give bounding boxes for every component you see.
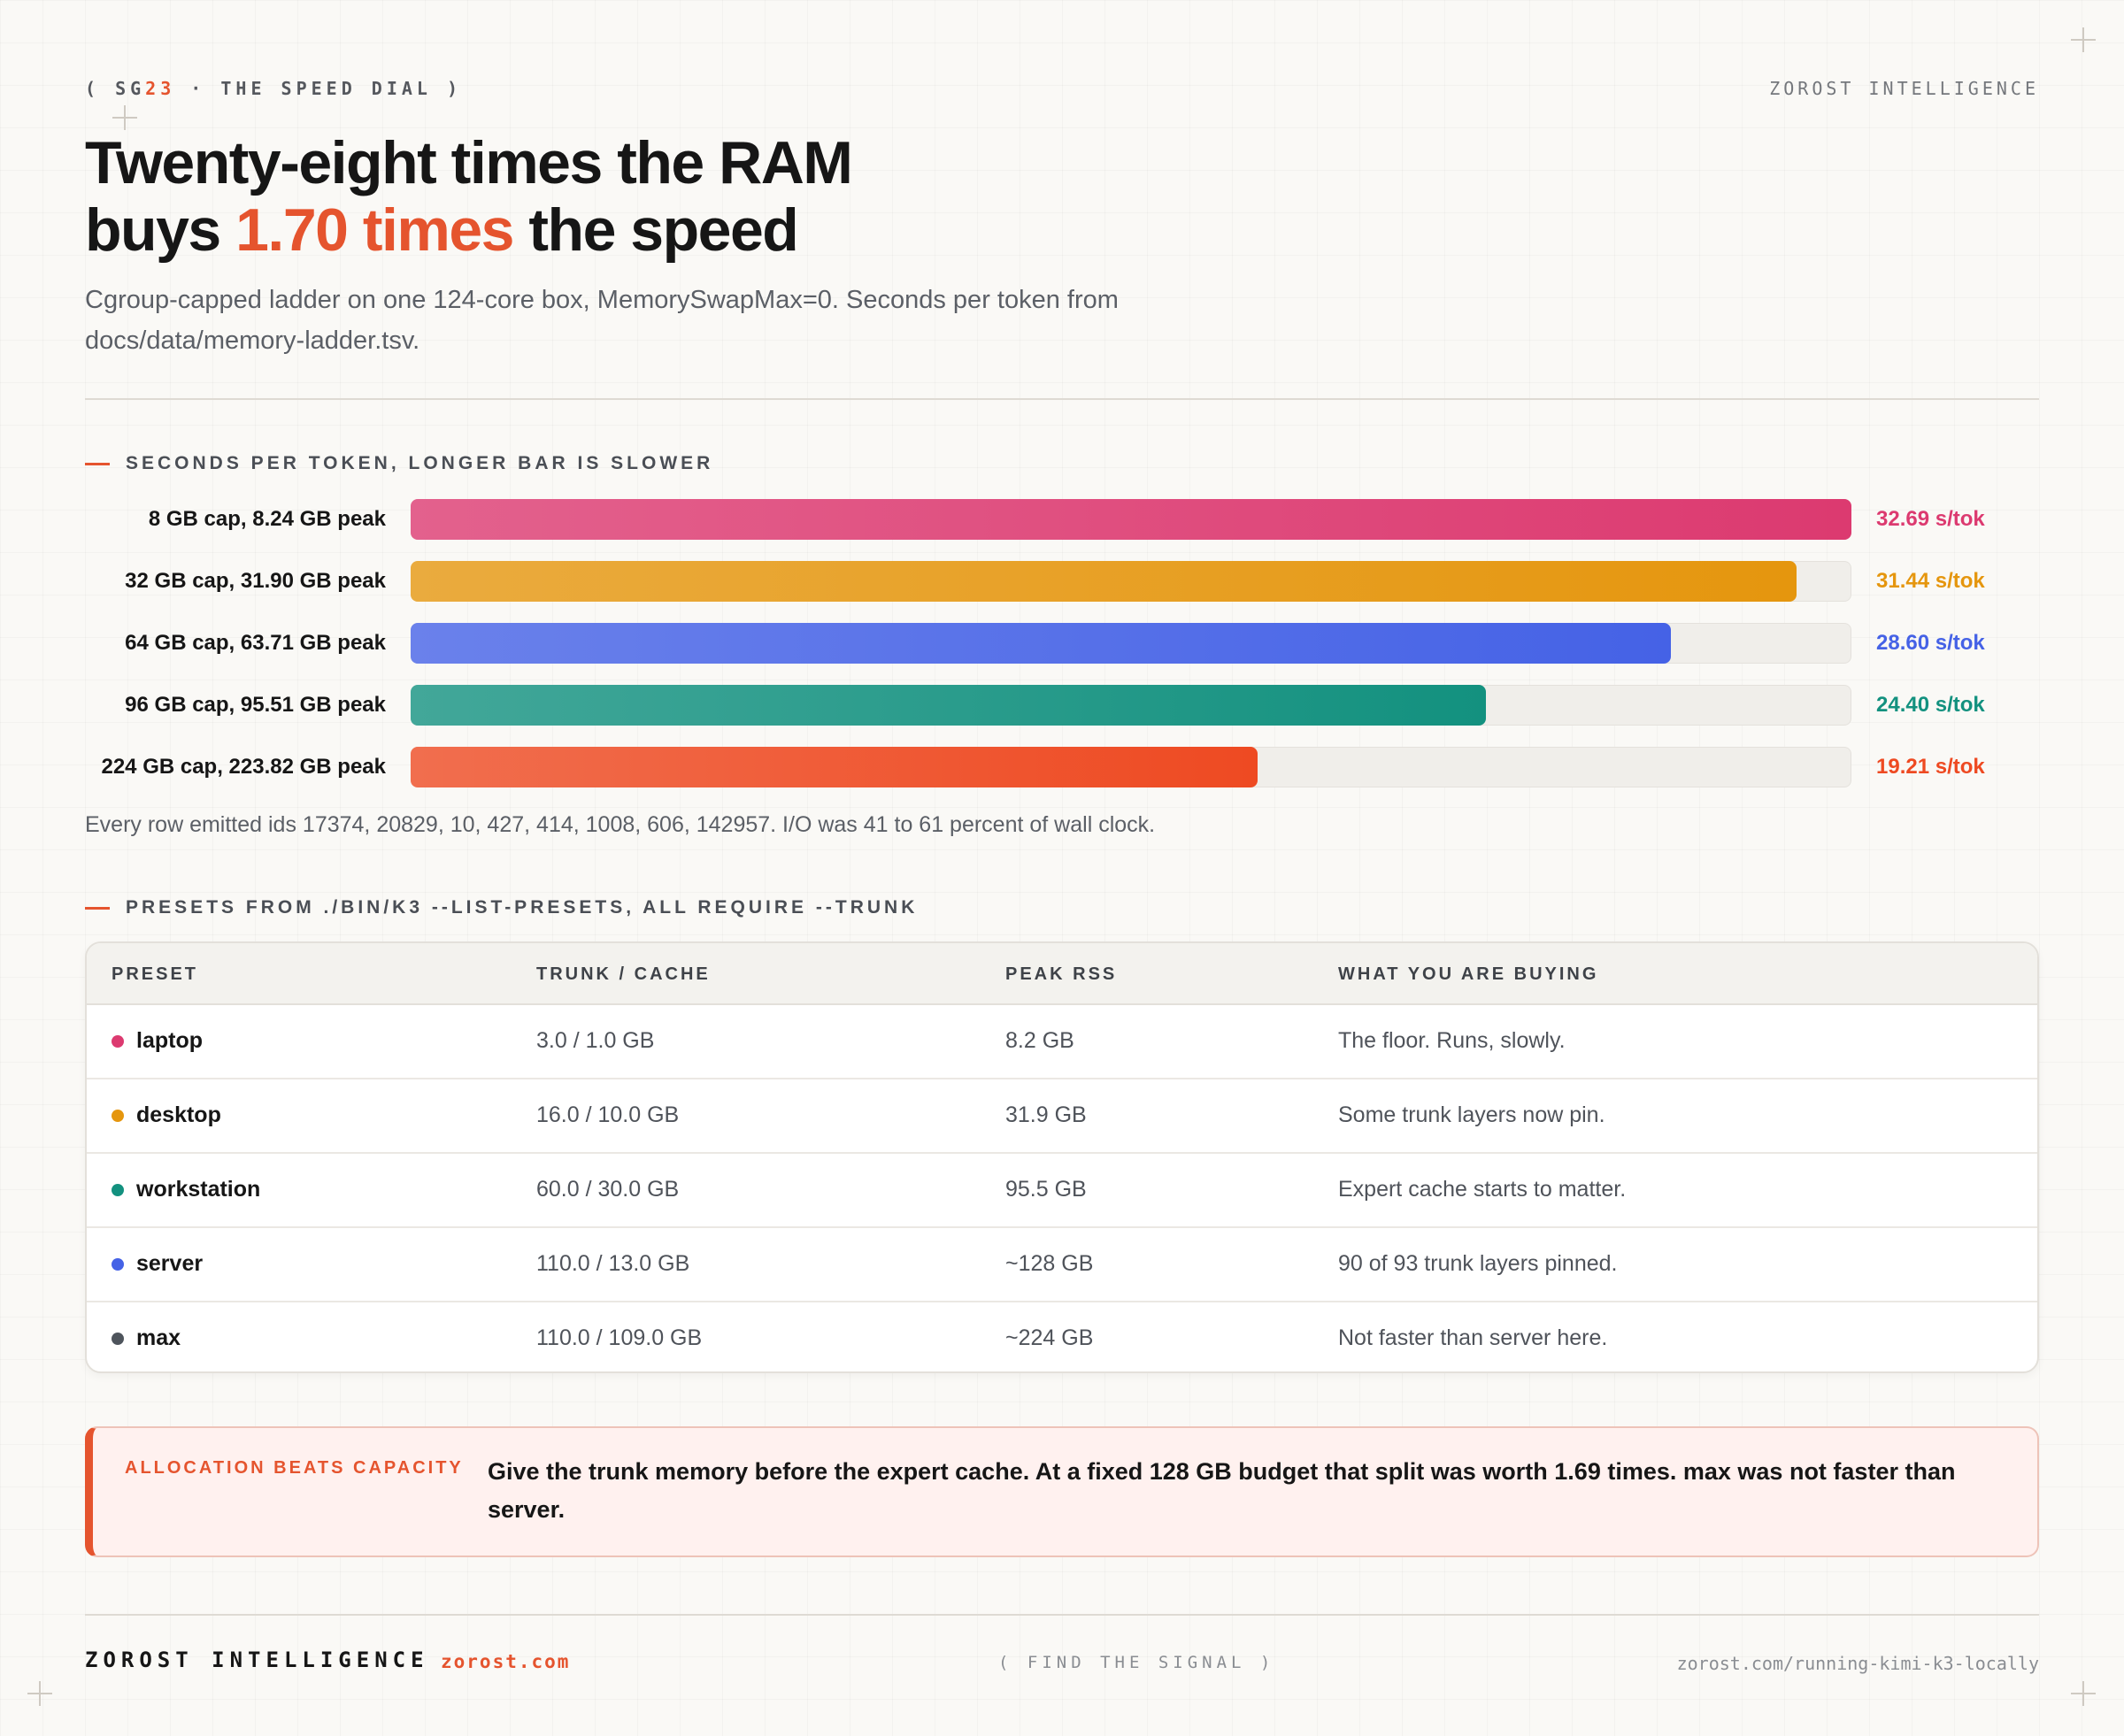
column-header-trunk-cache: TRUNK / CACHE: [536, 964, 711, 984]
series-kicker: ( SG23 · THE SPEED DIAL ): [85, 78, 462, 99]
trunk-cache-value: 110.0 / 109.0 GB: [536, 1325, 703, 1350]
footer-article-link[interactable]: zorost.com/running-kimi-k3-locally: [1676, 1653, 2039, 1674]
trunk-cache-value: 110.0 / 13.0 GB: [536, 1251, 690, 1276]
buying-description: Not faster than server here.: [1338, 1325, 1608, 1350]
chart-title-text: SECONDS PER TOKEN, LONGER BAR IS SLOWER: [126, 453, 714, 473]
kicker-suffix: · THE SPEED DIAL ): [175, 78, 463, 99]
trunk-cache-value: 60.0 / 30.0 GB: [536, 1177, 680, 1202]
footer-brand: ZOROST INTELLIGENCE: [85, 1648, 429, 1672]
chart-footnote: Every row emitted ids 17374, 20829, 10, …: [85, 812, 1156, 837]
bar-category-label: 224 GB cap, 223.82 GB peak: [101, 755, 386, 779]
callout-text: Give the trunk memory before the expert …: [488, 1458, 1956, 1523]
buying-description: Some trunk layers now pin.: [1338, 1102, 1605, 1127]
table-header: PRESET TRUNK / CACHE PEAK RSS WHAT YOU A…: [87, 943, 2037, 1005]
bar: [411, 499, 1851, 540]
preset-name: server: [136, 1251, 204, 1276]
section-dash: [85, 906, 110, 910]
table-row: server 110.0 / 13.0 GB ~128 GB 90 of 93 …: [87, 1228, 2037, 1302]
crosshair-icon: [112, 105, 137, 130]
presets-table: PRESET TRUNK / CACHE PEAK RSS WHAT YOU A…: [85, 941, 2039, 1373]
table-row: desktop 16.0 / 10.0 GB 31.9 GB Some trun…: [87, 1079, 2037, 1154]
bar: [411, 623, 1672, 664]
footer-home-link[interactable]: zorost.com: [441, 1651, 571, 1672]
footer-tagline: ( FIND THE SIGNAL ): [998, 1653, 1275, 1672]
title-line-1: Twenty-eight times the RAM: [85, 129, 853, 196]
trunk-cache-value: 16.0 / 10.0 GB: [536, 1102, 680, 1127]
divider: [85, 398, 2039, 400]
preset-color-dot: [112, 1184, 124, 1196]
bar-value-label: 19.21 s/tok: [1876, 755, 1985, 779]
footer-divider: [85, 1614, 2039, 1616]
callout-box: ALLOCATION BEATS CAPACITY Give the trunk…: [85, 1426, 2039, 1557]
title-highlight: 1.70 times: [235, 196, 514, 264]
bar-value-label: 24.40 s/tok: [1876, 693, 1985, 717]
presets-title: PRESETS FROM ./BIN/K3 --LIST-PRESETS, AL…: [85, 897, 918, 918]
peak-rss-value: ~128 GB: [1005, 1251, 1094, 1276]
preset-name: workstation: [136, 1177, 261, 1202]
callout-label: ALLOCATION BEATS CAPACITY: [125, 1458, 464, 1478]
table-row: workstation 60.0 / 30.0 GB 95.5 GB Exper…: [87, 1154, 2037, 1228]
bar: [411, 685, 1487, 726]
trunk-cache-value: 3.0 / 1.0 GB: [536, 1028, 655, 1053]
kicker-prefix: ( SG: [85, 78, 146, 99]
page-title: Twenty-eight times the RAM buys 1.70 tim…: [85, 129, 853, 264]
title-line-2-end: the speed: [513, 196, 798, 264]
brand-name: ZOROST INTELLIGENCE: [1769, 78, 2039, 99]
buying-description: Expert cache starts to matter.: [1338, 1177, 1627, 1202]
bar-category-label: 96 GB cap, 95.51 GB peak: [125, 693, 386, 717]
kicker-number: 23: [145, 78, 176, 99]
buying-description: 90 of 93 trunk layers pinned.: [1338, 1251, 1618, 1276]
peak-rss-value: ~224 GB: [1005, 1325, 1094, 1350]
peak-rss-value: 8.2 GB: [1005, 1028, 1074, 1053]
preset-color-dot: [112, 1110, 124, 1122]
bar: [411, 561, 1797, 602]
buying-description: The floor. Runs, slowly.: [1338, 1028, 1566, 1053]
preset-name: max: [136, 1325, 181, 1350]
bar-category-label: 32 GB cap, 31.90 GB peak: [125, 569, 386, 593]
chart-title: SECONDS PER TOKEN, LONGER BAR IS SLOWER: [85, 453, 713, 474]
bar-value-label: 28.60 s/tok: [1876, 631, 1985, 655]
column-header-preset: PRESET: [112, 964, 199, 984]
column-header-buying: WHAT YOU ARE BUYING: [1338, 964, 1599, 984]
bar-category-label: 8 GB cap, 8.24 GB peak: [148, 507, 386, 531]
peak-rss-value: 31.9 GB: [1005, 1102, 1087, 1127]
title-line-2-start: buys: [85, 196, 236, 264]
section-dash: [85, 462, 110, 465]
page-subtitle: Cgroup-capped ladder on one 124-core box…: [85, 286, 1119, 355]
preset-color-dot: [112, 1333, 124, 1345]
crosshair-icon: [27, 1681, 52, 1706]
presets-title-text: PRESETS FROM ./BIN/K3 --LIST-PRESETS, AL…: [126, 897, 919, 918]
bar: [411, 747, 1258, 787]
bar-category-label: 64 GB cap, 63.71 GB peak: [125, 631, 386, 655]
preset-name: laptop: [136, 1028, 203, 1053]
bar-value-label: 31.44 s/tok: [1876, 569, 1985, 593]
bar-chart: 8 GB cap, 8.24 GB peak 32.69 s/tok 32 GB c…: [0, 0, 2124, 796]
preset-name: desktop: [136, 1102, 221, 1127]
table-row: max 110.0 / 109.0 GB ~224 GB Not faster …: [87, 1302, 2037, 1371]
preset-color-dot: [112, 1258, 124, 1271]
column-header-peak-rss: PEAK RSS: [1005, 964, 1118, 984]
peak-rss-value: 95.5 GB: [1005, 1177, 1087, 1202]
crosshair-icon: [2071, 27, 2096, 52]
crosshair-icon: [2071, 1681, 2096, 1706]
table-row: laptop 3.0 / 1.0 GB 8.2 GB The floor. Ru…: [87, 1005, 2037, 1079]
preset-color-dot: [112, 1035, 124, 1048]
bar-value-label: 32.69 s/tok: [1876, 507, 1985, 531]
